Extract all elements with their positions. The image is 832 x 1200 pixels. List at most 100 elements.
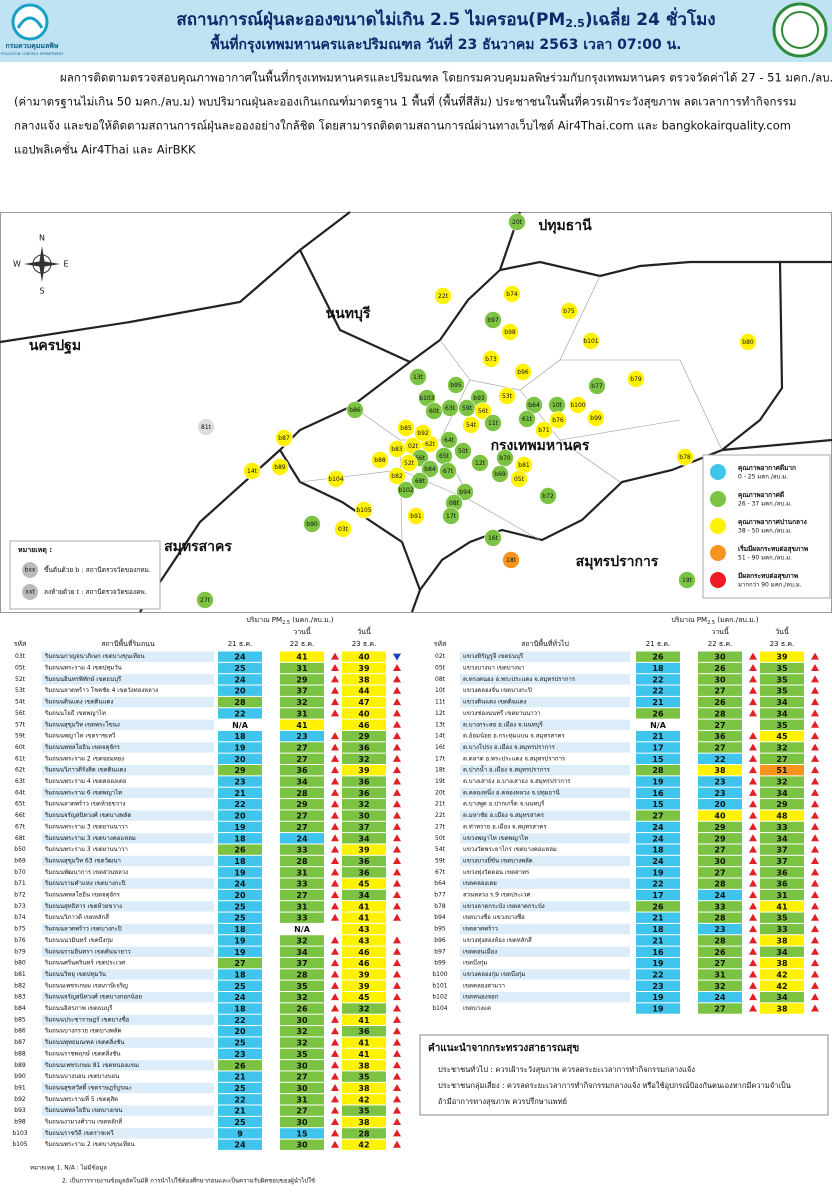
station-label: b72 (542, 493, 554, 500)
value-cell (342, 855, 386, 867)
value-cell (698, 957, 742, 969)
value-cell (698, 674, 742, 685)
value-cell (760, 889, 804, 901)
value-cell (218, 1139, 262, 1150)
value-text: 37 (296, 959, 307, 968)
station-label: b79 (630, 376, 642, 383)
value-cell (342, 1014, 386, 1026)
station-marker (371, 451, 389, 469)
station-label: b70 (499, 455, 511, 462)
station-code: 14t (435, 733, 446, 740)
trend-arrow (393, 788, 401, 796)
trend-arrow (331, 936, 339, 944)
value-cell (760, 696, 804, 708)
legend-range: 0 - 25 มคก./ลบ.ม. (738, 474, 788, 481)
value-text: 22 (652, 880, 663, 889)
value-cell (280, 1128, 324, 1139)
value-cell (636, 787, 680, 799)
row-bg (460, 833, 630, 844)
value-text: 27 (296, 755, 307, 764)
trend-arrow (393, 1038, 401, 1046)
bangkok-outline (278, 260, 784, 593)
trend-arrow (331, 879, 339, 887)
trend-arrow (331, 1095, 339, 1103)
trend-arrow (393, 653, 401, 661)
row-bg (460, 787, 630, 799)
trend-arrow (393, 754, 401, 762)
note-text: ขึ้นต้นด้วย b : สถานีตรวจวัดของกทม. (44, 565, 151, 574)
station-name: เขตบางซื่อ แขวงบางซื่อ (463, 913, 525, 921)
legend-range: 51 - 90 มคก./ลบ.ม. (738, 555, 792, 562)
value-cell (218, 889, 262, 901)
value-cell (280, 799, 324, 810)
station-marker (539, 487, 557, 505)
row-bg (42, 833, 214, 844)
station-marker (303, 515, 321, 533)
value-cell (636, 855, 680, 867)
station-code: 62t (15, 767, 26, 774)
station-label: b95 (450, 382, 462, 389)
value-text: 22 (714, 755, 725, 764)
value-cell (760, 742, 804, 753)
value-cell (698, 685, 742, 696)
value-text: 36 (358, 743, 370, 752)
value-cell (342, 1026, 386, 1037)
value-text: 36 (776, 868, 788, 877)
value-text: 23 (714, 789, 725, 798)
station-name: ริมถนนพุทธมณฑล เขตตลิ่งชัน (44, 1038, 124, 1046)
trend-arrow (811, 959, 819, 967)
value-text: 38 (776, 959, 788, 968)
trend-arrow (749, 675, 757, 683)
station-marker (678, 571, 696, 589)
station-name: เขตบึงกุ่ม (463, 960, 487, 967)
value-text: 42 (358, 1141, 369, 1150)
station-code: 63t (15, 778, 26, 785)
value-text: 26 (714, 664, 726, 673)
value-cell (698, 696, 742, 708)
value-text: 46 (358, 721, 370, 730)
col-header: สถานีพื้นที่ทั่วไป (521, 637, 569, 648)
row-bg (42, 1105, 214, 1116)
value-text: 29 (234, 766, 246, 775)
station-code: b85 (14, 1016, 26, 1023)
value-text: 41 (296, 653, 308, 662)
value-cell (636, 980, 680, 991)
row-bg (42, 912, 214, 923)
station-marker (243, 462, 261, 480)
value-text: 27 (714, 846, 725, 855)
value-text: 15 (296, 1129, 308, 1138)
value-cell (636, 992, 680, 1003)
station-name: ริมถนนจรัญสนิทวงศ์ เขตบางพลัด (44, 811, 131, 819)
value-text: 21 (652, 936, 664, 945)
station-label: b103 (419, 395, 434, 402)
value-cell (342, 946, 386, 957)
station-code: 64t (15, 789, 26, 796)
value-text: 36 (358, 868, 370, 877)
station-label: b89 (274, 464, 286, 471)
value-cell (636, 923, 680, 935)
value-cell (636, 742, 680, 753)
value-cell (280, 730, 324, 742)
trend-arrow (393, 709, 401, 717)
value-text: 36 (358, 789, 370, 798)
trend-arrow (811, 891, 819, 899)
value-cell (218, 787, 262, 799)
station-marker (275, 429, 293, 447)
value-cell (698, 651, 742, 662)
station-marker (676, 448, 694, 466)
value-text: 33 (296, 880, 307, 889)
value-cell (636, 685, 680, 696)
row-bg (42, 1116, 214, 1128)
trend-arrow (331, 754, 339, 762)
value-cell (218, 957, 262, 969)
value-text: 28 (358, 1129, 370, 1138)
station-name: เขตคลองเตย (463, 880, 497, 887)
value-cell (342, 844, 386, 855)
value-cell (218, 1071, 262, 1082)
station-code: 50t (435, 835, 446, 842)
value-cell (698, 855, 742, 867)
value-text: 31 (296, 664, 308, 673)
value-cell (342, 651, 386, 662)
value-cell (218, 1014, 262, 1026)
